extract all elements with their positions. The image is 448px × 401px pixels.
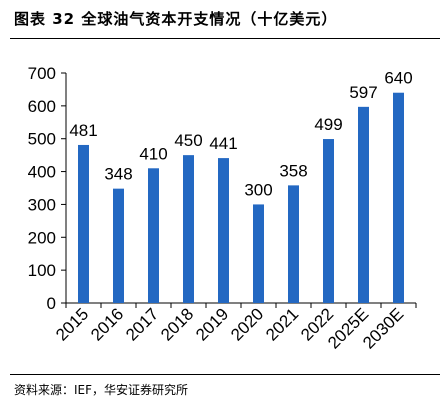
source-rule — [10, 374, 440, 375]
y-tick-label: 300 — [28, 195, 56, 214]
x-tick-label: 2021 — [262, 304, 302, 344]
x-tick-label: 2016 — [87, 304, 127, 344]
y-tick-label: 0 — [47, 294, 56, 313]
x-tick-label: 2015 — [52, 304, 92, 344]
bar-2021 — [288, 185, 299, 303]
data-labels: 481 348 410 450 441 300 358 499 597 640 — [69, 69, 412, 200]
bar-2019 — [218, 158, 229, 303]
y-tick-label: 400 — [28, 163, 56, 182]
x-tick-label: 2020 — [227, 304, 267, 344]
source-note: 资料来源：IEF，华安证券研究所 — [14, 383, 189, 397]
bar-2017 — [148, 168, 159, 303]
figure-title: 图表 32 全球油气资本开支情况（十亿美元） — [14, 10, 338, 28]
bar-2020 — [253, 204, 264, 303]
data-label: 358 — [279, 161, 307, 180]
data-label: 450 — [174, 131, 202, 150]
x-tick-label: 2030E — [359, 304, 407, 352]
bar-2025E — [358, 106, 369, 303]
data-label: 348 — [104, 165, 132, 184]
y-tick-label: 600 — [28, 97, 56, 116]
y-tick-label: 100 — [28, 261, 56, 280]
x-tick-label: 2018 — [157, 304, 197, 344]
data-label: 499 — [314, 115, 342, 134]
bars — [78, 92, 404, 303]
y-axis: 0 100 200 300 400 500 600 700 — [28, 64, 67, 313]
data-label: 441 — [209, 134, 237, 153]
x-tick-label: 2017 — [122, 304, 162, 344]
bar-2015 — [78, 144, 89, 303]
data-label: 597 — [349, 83, 377, 102]
data-label: 481 — [69, 121, 97, 140]
bar-2018 — [183, 155, 194, 303]
x-ticks: 201520162017201820192020202120222025E203… — [52, 303, 417, 353]
y-tick-label: 700 — [28, 64, 56, 83]
bar-2016 — [113, 188, 124, 303]
x-axis: 201520162017201820192020202120222025E203… — [52, 302, 417, 353]
y-tick-label: 200 — [28, 228, 56, 247]
bar-2030E — [393, 92, 404, 303]
title-rule — [10, 38, 440, 39]
y-ticks: 0 100 200 300 400 500 600 700 — [28, 64, 66, 313]
x-tick-label: 2019 — [192, 304, 232, 344]
bar-2022 — [323, 139, 334, 303]
y-tick-label: 500 — [28, 130, 56, 149]
data-label: 300 — [244, 180, 272, 199]
data-label: 410 — [139, 144, 167, 163]
data-label: 640 — [384, 69, 412, 88]
